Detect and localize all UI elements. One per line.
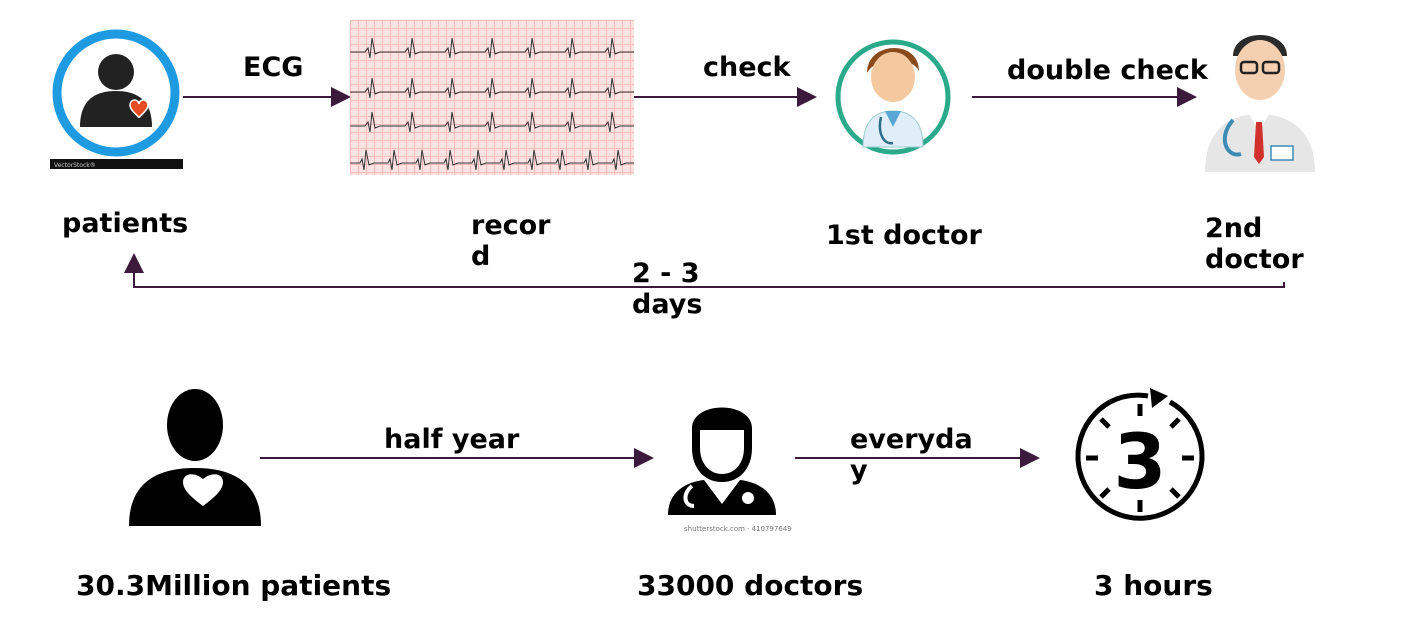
doctor-icon-image	[662, 390, 782, 515]
ecg-traces	[350, 37, 634, 171]
first-doctor-label: 1st doctor	[826, 220, 982, 251]
half-year-arrow-label: half year	[384, 424, 520, 455]
ecg-record-image	[350, 20, 634, 175]
patients-label: patients	[62, 208, 189, 239]
stethoscope-icon	[878, 116, 894, 145]
doctor-hair-icon	[867, 47, 919, 73]
record-label: recor d	[471, 210, 551, 273]
tie-icon	[1254, 122, 1264, 164]
heart-icon	[129, 99, 149, 119]
rotate-arrow-icon	[1150, 388, 1168, 408]
first-doctor-image	[833, 27, 953, 167]
three-hour-timer-image: 3	[1070, 388, 1210, 528]
million-patients-label: 30.3Million patients	[76, 569, 392, 602]
patient-silhouette-image	[125, 388, 265, 526]
double-check-arrow-label: double check	[1007, 55, 1208, 86]
check-arrow-label: check	[703, 52, 791, 83]
hours-label: 3 hours	[1094, 569, 1213, 602]
patient-head-icon	[98, 54, 134, 90]
stethoscope3-icon	[683, 484, 695, 508]
doctor2-face-icon	[1235, 40, 1285, 100]
badge-icon	[1270, 145, 1294, 161]
second-doctor-image	[1197, 22, 1322, 172]
shutterstock-credit: shutterstock.com · 410797649	[684, 525, 792, 533]
return-days-label: 2 - 3 days	[632, 258, 703, 321]
return-arrow	[124, 253, 1285, 288]
doctors-count-label: 33000 doctors	[637, 569, 864, 602]
glasses-icon	[1239, 60, 1259, 75]
heart-silhouette-icon	[183, 474, 223, 506]
everyday-arrow-label: everyda y	[850, 424, 973, 487]
patient-ring-image: VectorStock®	[50, 27, 183, 169]
stethoscope2-icon	[1222, 118, 1242, 157]
vectorstock-credit: VectorStock®	[54, 162, 96, 169]
second-doctor-label: 2nd doctor	[1205, 213, 1304, 276]
ecg-arrow-label: ECG	[243, 52, 304, 83]
doctor-face-icon	[871, 52, 915, 102]
timer-digit: 3	[1114, 417, 1167, 506]
